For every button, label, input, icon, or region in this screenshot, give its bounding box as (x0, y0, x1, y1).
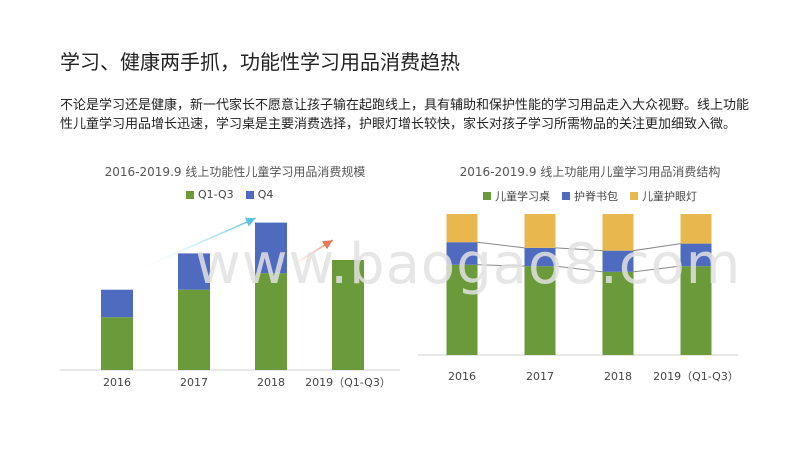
x-tick-label: 2016 (448, 370, 476, 383)
page-title: 学习、健康两手抓，功能性学习用品消费趋热 (60, 50, 460, 74)
bar-segment-2016-s0 (101, 317, 133, 370)
bar-segment-2016-s1 (446, 242, 478, 265)
bar-segment-2017-s1 (524, 247, 556, 267)
legend-item-q1q3: Q1-Q3 (186, 188, 234, 201)
x-tick-label: 2017 (180, 376, 208, 389)
legend-label: Q4 (257, 188, 274, 201)
legend-label: 护脊书包 (574, 190, 618, 203)
bar-segment-2016-s1 (101, 289, 133, 318)
legend-label: 儿童护眼灯 (642, 190, 697, 203)
legend-label: Q1-Q3 (198, 188, 234, 201)
bar-segment-2019Q1Q3-s0 (680, 266, 712, 355)
legend-item-q4: Q4 (245, 188, 274, 201)
bar-segment-2017-s0 (524, 266, 556, 355)
legend-item-backpack: 护脊书包 (562, 188, 618, 204)
legend-swatch (562, 192, 570, 200)
connector-line (633, 243, 681, 252)
legend-item-lamp: 儿童护眼灯 (630, 188, 697, 204)
right-percent-stacked-bar-chart: 2016 2017 2018 2019（Q1-Q3） (418, 214, 739, 383)
x-tick-label: 2018 (257, 376, 285, 389)
legend-swatch (186, 190, 194, 199)
bar-segment-2017-s2 (524, 214, 556, 248)
legend-label: 儿童学习桌 (495, 190, 550, 203)
right-chart-title: 2016-2019.9 线上功能用儿童学习用品消费结构 (459, 165, 721, 179)
x-tick-label: 2019（Q1-Q3） (653, 370, 739, 383)
left-chart-title: 2016-2019.9 线上功能性儿童学习用品消费规模 (104, 165, 366, 179)
legend-swatch (630, 192, 638, 200)
bar-segment-2017-s1 (178, 253, 210, 290)
connector-line (555, 247, 603, 252)
bar-segment-2018-s0 (602, 271, 634, 355)
bar-segment-2019Q1Q3-s1 (680, 243, 712, 267)
summary-paragraph: 不论是学习还是健康，新一代家长不愿意让孩子输在起跑线上，具有辅助和保护性能的学习… (60, 98, 750, 132)
bar-segment-2017-s0 (178, 289, 210, 370)
legend-item-desk: 儿童学习桌 (483, 188, 550, 204)
left-chart-legend: Q1-Q3 Q4 (186, 188, 273, 201)
right-chart-legend: 儿童学习桌 护脊书包 儿童护眼灯 (483, 188, 697, 204)
connector-line (477, 241, 525, 249)
bar-segment-2018-s2 (602, 214, 634, 251)
connector-line (633, 265, 681, 273)
trend-arrow (285, 239, 334, 270)
left-stacked-bar-chart: 2016 2017 2018 2019（Q1-Q3） (60, 217, 400, 389)
x-tick-label: 2017 (526, 370, 554, 383)
bar-segment-2019Q1Q3-s2 (680, 214, 712, 244)
bar-segment-2016-s0 (446, 264, 478, 355)
bar-segment-2016-s2 (446, 214, 478, 243)
bar-segment-2018-s0 (255, 273, 287, 370)
bar-segment-2019Q1Q3-s0 (332, 260, 364, 370)
connector-line (477, 264, 525, 267)
x-tick-label: 2016 (103, 376, 131, 389)
legend-swatch (483, 192, 491, 200)
x-tick-label: 2019（Q1-Q3） (305, 376, 391, 389)
trend-arrow (139, 217, 256, 270)
bar-segment-2018-s1 (255, 222, 287, 274)
connector-line (555, 265, 603, 273)
bar-segment-2018-s1 (602, 250, 634, 272)
legend-swatch (245, 190, 254, 199)
x-tick-label: 2018 (604, 370, 632, 383)
